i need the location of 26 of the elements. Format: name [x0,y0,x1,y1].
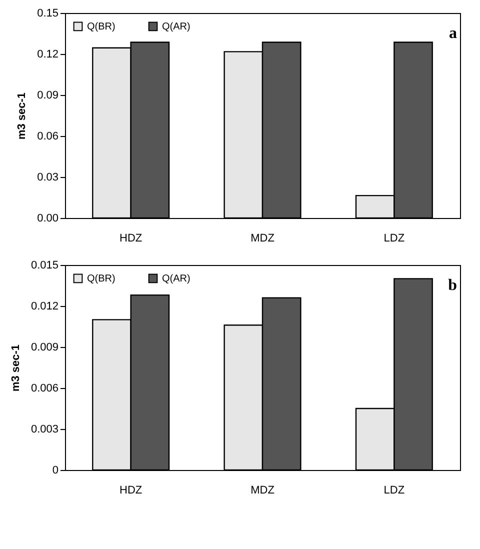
y-tick-label: 0 [52,464,58,476]
y-tick-label: 0.012 [30,300,58,312]
y-tick-label: 0.00 [37,212,58,224]
annotation: a [449,25,457,42]
y-tick-label: 0.15 [37,8,58,20]
legend-label: Q(AR) [162,21,190,32]
annotation: b [448,277,458,294]
x-tick-label: MDZ [250,232,275,244]
y-tick-label: 0.009 [30,342,58,354]
x-tick-label: HDZ [120,484,142,496]
legend-label: Q(BR) [87,21,116,32]
legend-label: Q(BR) [87,273,116,284]
y-tick-label: 0.015 [30,260,58,272]
y-tick-label: 0.09 [37,90,58,102]
y-tick-label: 0.12 [37,48,58,60]
y-axis-title: m3 sec-1 [10,344,22,392]
y-tick-label: 0.006 [30,382,58,394]
x-tick-label: MDZ [250,484,275,496]
y-axis-title: m3 sec-1 [16,92,28,140]
y-tick-label: 0.003 [30,424,58,436]
y-tick-label: 0.06 [37,130,58,142]
x-tick-label: LDZ [384,484,405,496]
x-tick-label: LDZ [384,232,405,244]
y-tick-label: 0.03 [37,172,58,184]
legend-label: Q(AR) [162,273,190,284]
x-tick-label: HDZ [120,232,142,244]
